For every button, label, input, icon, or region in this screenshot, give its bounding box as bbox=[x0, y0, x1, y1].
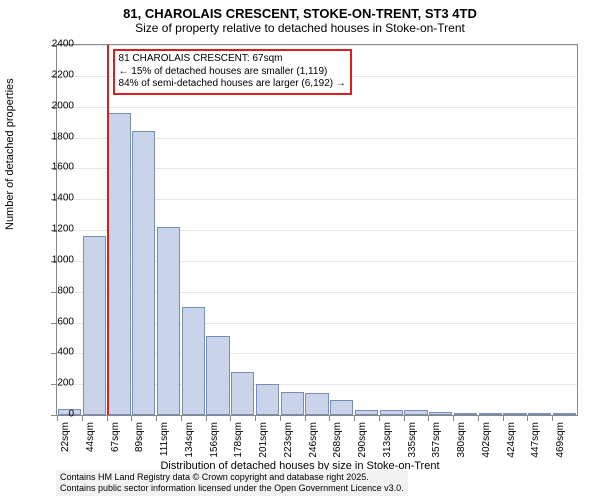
xtick-label: 89sqm bbox=[134, 422, 145, 452]
plot-area: 81 CHAROLAIS CRESCENT: 67sqm ← 15% of de… bbox=[56, 44, 578, 416]
chart-subtitle: Size of property relative to detached ho… bbox=[0, 21, 600, 37]
xtick-label: 290sqm bbox=[357, 422, 368, 458]
bar bbox=[429, 412, 452, 415]
xtick-label: 335sqm bbox=[407, 422, 418, 458]
xtick-label: 111sqm bbox=[159, 422, 170, 456]
bar bbox=[528, 413, 551, 415]
bar bbox=[206, 336, 229, 415]
ytick-label: 400 bbox=[57, 347, 74, 358]
ytick-label: 1800 bbox=[52, 131, 74, 142]
ytick-label: 1200 bbox=[52, 224, 74, 235]
bar bbox=[231, 372, 254, 415]
bar bbox=[330, 400, 353, 415]
bar bbox=[305, 393, 328, 415]
xtick-label: 268sqm bbox=[332, 422, 343, 458]
annotation-line2: ← 15% of detached houses are smaller (1,… bbox=[119, 66, 346, 79]
bar bbox=[503, 413, 526, 415]
credit-text: Contains HM Land Registry data © Crown c… bbox=[56, 470, 408, 497]
bar bbox=[454, 413, 477, 415]
ytick-label: 1000 bbox=[52, 254, 74, 265]
xtick-label: 178sqm bbox=[233, 422, 244, 458]
bar bbox=[479, 413, 502, 415]
bar bbox=[355, 410, 378, 415]
xtick-label: 246sqm bbox=[308, 422, 319, 458]
xtick-label: 134sqm bbox=[184, 422, 195, 458]
y-axis-title: Number of detached properties bbox=[4, 78, 16, 230]
ytick-label: 1400 bbox=[52, 193, 74, 204]
bar bbox=[83, 236, 106, 415]
ytick-label: 0 bbox=[68, 409, 74, 420]
bar bbox=[182, 307, 205, 415]
bar bbox=[380, 410, 403, 415]
bar bbox=[132, 131, 155, 415]
xtick-label: 313sqm bbox=[382, 422, 393, 458]
ytick-label: 2000 bbox=[52, 100, 74, 111]
ytick-label: 200 bbox=[57, 378, 74, 389]
ytick-label: 2200 bbox=[52, 69, 74, 80]
xtick-label: 357sqm bbox=[431, 422, 442, 458]
xtick-label: 156sqm bbox=[209, 422, 220, 458]
ytick-label: 800 bbox=[57, 285, 74, 296]
bar bbox=[404, 410, 427, 415]
ytick-label: 1600 bbox=[52, 162, 74, 173]
xtick-label: 447sqm bbox=[530, 422, 541, 458]
annotation-line1: 81 CHAROLAIS CRESCENT: 67sqm bbox=[119, 53, 346, 66]
highlight-marker bbox=[107, 45, 109, 415]
ytick-label: 2400 bbox=[52, 39, 74, 50]
xtick-label: 380sqm bbox=[456, 422, 467, 458]
chart-title: 81, CHAROLAIS CRESCENT, STOKE-ON-TRENT, … bbox=[0, 0, 600, 21]
bar bbox=[553, 413, 576, 415]
xtick-label: 469sqm bbox=[555, 422, 566, 458]
xtick-label: 402sqm bbox=[481, 422, 492, 458]
annotation-line3: 84% of semi-detached houses are larger (… bbox=[119, 78, 346, 91]
bar bbox=[157, 227, 180, 415]
xtick-label: 22sqm bbox=[60, 422, 71, 452]
bar bbox=[256, 384, 279, 415]
bar bbox=[281, 392, 304, 415]
xtick-label: 201sqm bbox=[258, 422, 269, 458]
ytick-label: 600 bbox=[57, 316, 74, 327]
bar bbox=[107, 113, 130, 415]
xtick-label: 44sqm bbox=[85, 422, 96, 452]
xtick-label: 223sqm bbox=[283, 422, 294, 458]
xtick-label: 424sqm bbox=[506, 422, 517, 458]
annotation-box: 81 CHAROLAIS CRESCENT: 67sqm ← 15% of de… bbox=[113, 49, 352, 95]
xtick-label: 67sqm bbox=[110, 422, 121, 452]
